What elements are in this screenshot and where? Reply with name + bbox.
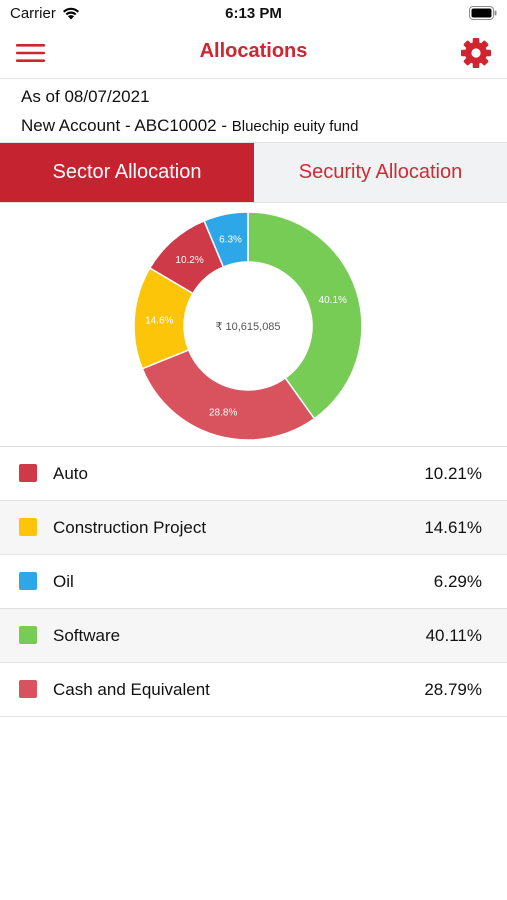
gear-icon[interactable] [459,36,493,70]
donut-slice-software[interactable] [247,211,363,420]
donut-slice-oil[interactable] [203,211,249,268]
legend-swatch [19,464,37,482]
donut-slice-label: 40.1% [319,295,347,306]
wifi-icon [61,5,81,26]
nav-bar: Allocations [0,30,507,79]
legend-swatch [19,626,37,644]
legend-swatch [19,680,37,698]
allocation-tabs: Sector Allocation Security Allocation [0,142,507,203]
account-info: As of 08/07/2021 New Account - ABC10002 … [0,79,507,141]
page-title: Allocations [199,40,308,62]
as-of-date: As of 08/07/2021 [21,87,150,106]
legend-label: Cash and Equivalent [53,680,210,699]
legend-row-construction-project[interactable]: Construction Project 14.61% [0,501,507,555]
account-name: New Account - ABC10002 - [21,116,232,135]
legend-value: 10.21% [424,464,482,483]
legend-value: 14.61% [424,518,482,537]
chart-center-total: ₹ 10,615,085 [215,321,280,333]
legend-label: Oil [53,572,74,591]
status-time: 6:13 PM [225,5,282,22]
legend-label: Auto [53,464,88,483]
legend-row-cash-and-equivalent[interactable]: Cash and Equivalent 28.79% [0,663,507,717]
battery-icon [469,6,497,25]
account-line: New Account - ABC10002 - Bluechip euity … [21,116,359,136]
legend-swatch [19,518,37,536]
donut-slice-label: 14.6% [145,315,173,326]
allocation-chart: 40.1% 28.8% 14.6% 10.2% 6.3% ₹ 10,615,085 [0,202,507,447]
donut-slice-cash-and-equivalent[interactable] [141,348,316,441]
allocation-legend: Auto 10.21% Construction Project 14.61% … [0,447,507,717]
donut-chart: 40.1% 28.8% 14.6% 10.2% 6.3% ₹ 10,615,085 [133,211,363,441]
legend-label: Construction Project [53,518,207,537]
hamburger-menu-icon[interactable] [14,40,48,66]
carrier-label: Carrier [10,5,56,22]
donut-slice-label: 10.2% [175,255,203,266]
donut-slice-label: 6.3% [219,235,242,246]
legend-swatch [19,572,37,590]
legend-row-auto[interactable]: Auto 10.21% [0,447,507,501]
tab-sector-allocation[interactable]: Sector Allocation [0,143,254,202]
tab-security-allocation[interactable]: Security Allocation [254,143,507,202]
legend-row-software[interactable]: Software 40.11% [0,609,507,663]
fund-name: Bluechip euity fund [231,118,359,135]
legend-value: 28.79% [424,680,482,699]
legend-row-oil[interactable]: Oil 6.29% [0,555,507,609]
legend-label: Software [53,626,121,645]
status-bar: Carrier 6:13 PM [0,0,507,30]
donut-slice-label: 28.8% [209,407,237,418]
legend-value: 6.29% [433,572,482,591]
legend-value: 40.11% [425,626,482,645]
